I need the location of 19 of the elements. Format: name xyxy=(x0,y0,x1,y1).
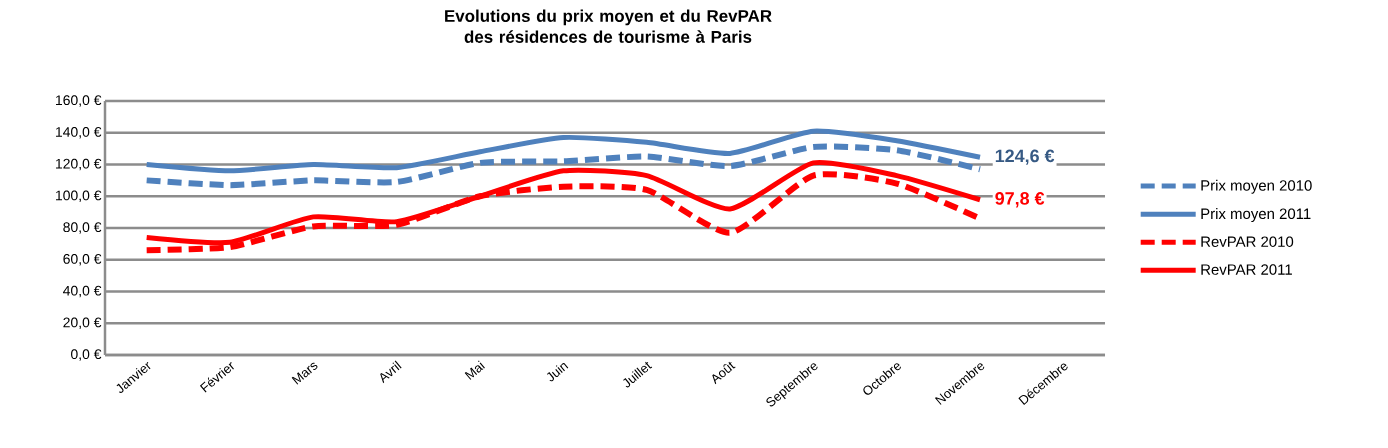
x-tick-label: Juin xyxy=(547,363,569,382)
annotation: 124,6 € xyxy=(995,149,1055,165)
annotation: 97,8 € xyxy=(995,192,1045,208)
y-tick-label: 0,0 € xyxy=(71,349,102,361)
y-tick-label: 60,0 € xyxy=(63,253,102,266)
y-tick-label: 80,0 € xyxy=(63,222,102,234)
x-tick-label: Mai xyxy=(464,360,485,380)
legend-label: Prix moyen 2010 xyxy=(1201,179,1312,194)
chart-title: Evolutions du prix moyen et du RevPAR des résidences de tourisme à Paris xyxy=(445,9,772,43)
y-tick-label: 160,0 € xyxy=(56,95,102,107)
y-tick-label: 140,0 € xyxy=(56,126,102,139)
legend-label: Prix moyen 2011 xyxy=(1201,208,1311,222)
y-tick-label: 120,0 € xyxy=(56,158,102,171)
y-tick-label: 20,0 € xyxy=(63,317,102,330)
legend-label: RevPAR 2010 xyxy=(1201,236,1294,247)
legend-label: RevPAR 2011 xyxy=(1201,264,1292,275)
y-tick-label: 100,0 € xyxy=(56,190,102,203)
x-tick-label: Août xyxy=(712,361,736,385)
y-tick-label: 40,0 € xyxy=(63,285,102,298)
